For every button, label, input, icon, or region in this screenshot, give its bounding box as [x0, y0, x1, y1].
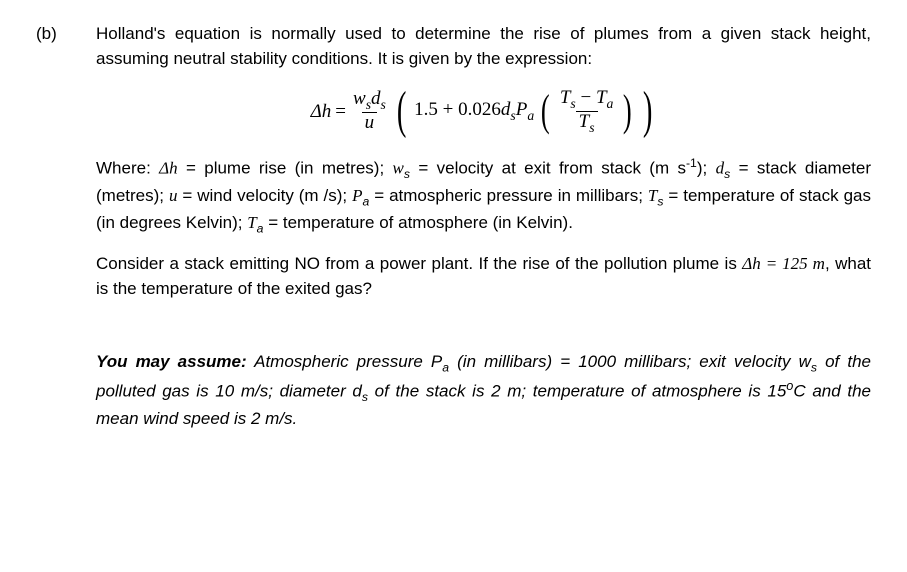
eq-frac: wsds u [350, 89, 389, 134]
eq-rparen: ) [643, 85, 653, 137]
content-column: Holland's equation is normally used to d… [96, 22, 871, 431]
where-paragraph: Where: Δh = plume rise (in metres); ws =… [96, 155, 871, 238]
part-label: (b) [36, 22, 96, 431]
assume-lead: You may assume: [96, 352, 247, 371]
assumptions-paragraph: You may assume: Atmospheric pressure Pa … [96, 350, 871, 432]
eq-delta-h: Δh [311, 98, 332, 126]
eq-frac-temp: Ts − Ta Ts [557, 88, 617, 135]
equation: Δh = wsds u ( 1.5 + 0.026dsPa ( Ts − Ta [96, 85, 871, 137]
eq-lparen-inner: ( [541, 89, 550, 133]
eq-inner: 1.5 + 0.026dsPa [414, 96, 534, 126]
question-paragraph: Consider a stack emitting NO from a powe… [96, 252, 871, 301]
question-row: (b) Holland's equation is normally used … [36, 22, 871, 431]
eq-equals: = [335, 98, 346, 126]
eq-lparen: ( [397, 85, 407, 137]
eq-rparen-inner: ) [623, 89, 632, 133]
intro-paragraph: Holland's equation is normally used to d… [96, 22, 871, 71]
